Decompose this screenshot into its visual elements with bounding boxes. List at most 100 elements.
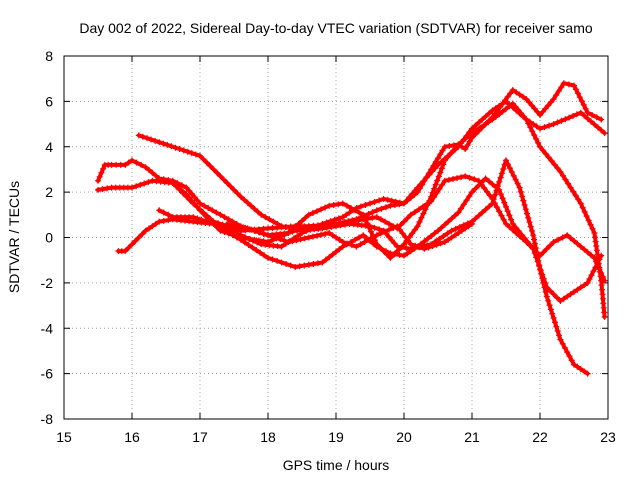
data-point-marker xyxy=(550,291,557,298)
data-point-marker xyxy=(585,217,592,224)
data-point-marker xyxy=(524,210,530,217)
data-point-marker xyxy=(160,176,167,183)
data-point-marker xyxy=(504,161,511,168)
data-point-marker xyxy=(530,245,537,252)
data-point-marker xyxy=(441,221,448,228)
data-point-marker xyxy=(365,236,372,243)
data-point-marker xyxy=(382,218,388,225)
data-point-marker xyxy=(346,209,353,216)
data-point-marker xyxy=(537,143,543,150)
data-point-marker xyxy=(590,268,597,275)
data-point-marker xyxy=(353,216,360,223)
data-point-marker xyxy=(577,243,584,250)
data-point-marker xyxy=(577,284,584,291)
data-point-marker xyxy=(481,185,488,191)
data-point-marker xyxy=(550,121,557,128)
data-point-marker xyxy=(244,199,251,206)
data-point-marker xyxy=(217,211,224,218)
data-point-marker xyxy=(533,136,540,142)
data-point-marker xyxy=(224,220,231,227)
data-point-marker xyxy=(539,147,546,154)
data-point-marker xyxy=(221,229,228,236)
data-point-marker xyxy=(436,185,443,192)
data-point-marker xyxy=(194,215,201,222)
data-point-marker xyxy=(584,109,591,116)
data-point-marker xyxy=(432,165,439,172)
data-point-marker xyxy=(423,174,430,181)
data-point-marker xyxy=(198,216,205,223)
data-point-marker xyxy=(486,192,493,199)
data-series xyxy=(95,80,608,377)
data-point-marker xyxy=(342,221,349,228)
data-point-marker xyxy=(254,208,261,215)
data-point-marker xyxy=(172,144,179,151)
data-point-marker xyxy=(256,229,263,236)
data-point-marker xyxy=(294,226,301,233)
data-point-marker xyxy=(448,215,455,222)
data-point-marker xyxy=(95,177,101,184)
data-point-marker xyxy=(469,189,475,196)
data-point-marker xyxy=(183,191,190,198)
data-point-marker xyxy=(589,112,596,118)
data-point-marker xyxy=(207,163,214,169)
data-point-marker xyxy=(314,208,320,215)
data-point-marker xyxy=(322,204,329,211)
data-point-marker xyxy=(411,209,418,216)
data-point-marker xyxy=(570,113,576,119)
data-point-marker xyxy=(595,256,602,262)
data-point-marker xyxy=(360,211,367,218)
data-point-marker xyxy=(373,241,380,248)
data-point-marker xyxy=(447,151,454,157)
y-tick-label: 0 xyxy=(45,230,53,246)
data-point-marker xyxy=(184,148,191,155)
data-point-marker xyxy=(186,187,193,194)
data-point-marker xyxy=(356,209,363,216)
data-point-marker xyxy=(100,165,107,172)
x-tick-label: 15 xyxy=(56,429,72,445)
data-point-marker xyxy=(561,344,568,351)
data-point-marker xyxy=(496,102,503,109)
data-point-marker xyxy=(269,256,276,263)
data-point-marker xyxy=(426,171,433,178)
data-point-marker xyxy=(437,169,444,176)
data-point-marker xyxy=(458,174,465,181)
data-point-marker xyxy=(209,207,216,214)
data-point-marker xyxy=(565,180,572,187)
data-point-marker xyxy=(292,264,299,270)
data-point-marker xyxy=(584,249,591,256)
data-point-marker xyxy=(529,227,535,234)
data-point-marker xyxy=(343,202,350,209)
data-point-marker xyxy=(562,176,569,183)
data-point-marker xyxy=(572,86,579,93)
data-point-marker xyxy=(592,238,599,245)
data-point-marker xyxy=(253,247,260,254)
data-point-marker xyxy=(506,103,513,110)
data-point-marker xyxy=(382,204,389,211)
data-point-marker xyxy=(371,199,378,205)
data-point-marker xyxy=(411,226,418,233)
data-point-marker xyxy=(506,223,513,230)
x-tick-label: 21 xyxy=(464,429,480,445)
data-point-marker xyxy=(435,227,441,234)
data-point-marker xyxy=(391,240,398,247)
data-point-marker xyxy=(500,216,507,223)
data-point-marker xyxy=(139,231,146,238)
x-tick-label: 22 xyxy=(532,429,548,445)
data-point-marker xyxy=(492,191,499,198)
data-point-marker xyxy=(581,246,588,253)
data-point-marker xyxy=(503,157,509,164)
data-point-marker xyxy=(466,193,473,200)
data-point-marker xyxy=(142,164,149,171)
data-point-marker xyxy=(446,143,453,149)
data-point-marker xyxy=(248,202,254,209)
data-point-marker xyxy=(486,203,492,210)
series-track-6 xyxy=(169,100,608,320)
data-point-marker xyxy=(152,172,159,179)
data-point-marker xyxy=(543,284,550,291)
data-point-marker xyxy=(412,242,419,249)
data-point-marker xyxy=(454,175,460,182)
data-point-marker xyxy=(371,224,378,231)
data-point-marker xyxy=(353,243,360,250)
data-point-marker xyxy=(550,239,557,245)
data-point-marker xyxy=(512,176,519,183)
